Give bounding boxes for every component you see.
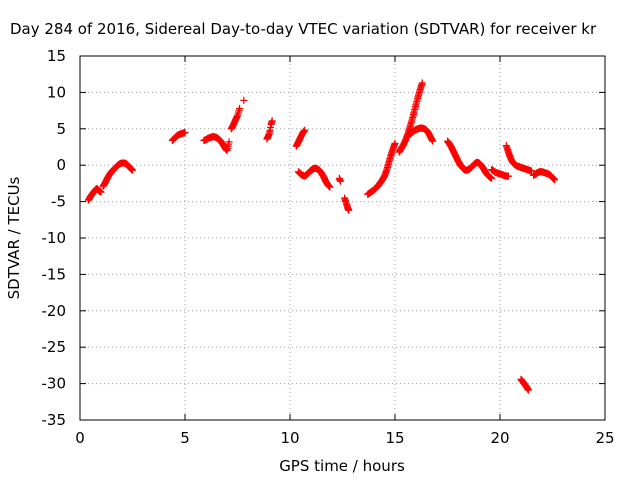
y-tick-label: 10: [47, 83, 66, 101]
grid: [80, 56, 605, 420]
data-point: [524, 386, 532, 394]
data-points: [84, 79, 559, 394]
data-point: [504, 172, 512, 180]
x-tick-label: 15: [385, 429, 404, 447]
x-tick-label: 0: [75, 429, 85, 447]
y-tick-label: -10: [42, 229, 67, 247]
y-axis-title: SDTVAR / TECUs: [5, 176, 23, 299]
x-tick-label: 25: [595, 429, 614, 447]
y-tick-label: -20: [42, 302, 67, 320]
data-point: [345, 206, 353, 214]
y-tick-label: 5: [56, 120, 66, 138]
x-tick-label: 5: [180, 429, 190, 447]
data-point: [336, 177, 344, 185]
plot-frame: [79, 55, 606, 421]
y-tick-label: 15: [47, 47, 66, 65]
data-point: [301, 126, 309, 134]
y-tick-label: -35: [42, 411, 67, 429]
x-axis-title: GPS time / hours: [279, 457, 405, 475]
data-point: [129, 166, 136, 174]
y-tick-label: 0: [56, 156, 66, 174]
y-tick-label: -30: [42, 375, 67, 393]
y-tick-label: -5: [51, 193, 66, 211]
data-point: [181, 128, 189, 136]
data-point: [391, 139, 399, 147]
data-point: [429, 137, 437, 145]
data-point: [97, 188, 105, 196]
axis-ticks: 0 5 10 15 20 25 15 10 5 0 -5 -10 -15 -20 -25 -30 -35: [42, 47, 615, 447]
data-point: [488, 174, 496, 182]
data-point: [240, 96, 248, 104]
x-tick-label: 10: [280, 429, 299, 447]
data-point: [225, 138, 233, 146]
x-tick-label: 20: [490, 429, 509, 447]
chart-title: Day 284 of 2016, Sidereal Day-to-day VTE…: [10, 20, 597, 38]
data-point: [268, 117, 276, 125]
y-tick-label: -15: [42, 265, 67, 283]
data-point: [236, 104, 244, 112]
data-point: [418, 79, 426, 87]
data-point: [528, 167, 535, 175]
data-point: [326, 183, 334, 191]
data-point: [551, 176, 559, 184]
y-tick-label: -25: [42, 338, 67, 356]
